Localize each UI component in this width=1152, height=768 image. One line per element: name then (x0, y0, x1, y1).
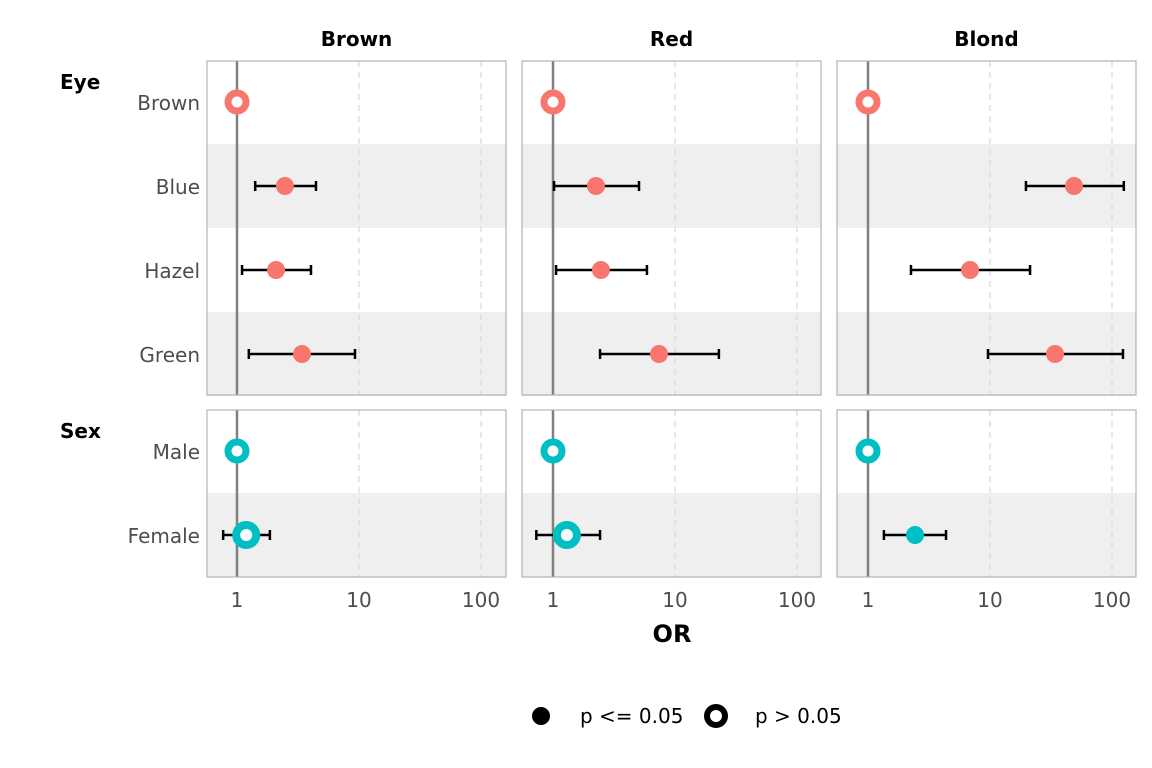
strip-label-blond: Blond (954, 27, 1018, 51)
x-axis-title: OR (653, 620, 692, 648)
x-tick-label: 100 (1093, 588, 1131, 612)
x-tick-label: 10 (346, 588, 371, 612)
panel-border (836, 409, 1137, 578)
x-tick-label: 10 (977, 588, 1002, 612)
group-label-sex: Sex (60, 419, 101, 443)
point-filled (586, 177, 605, 195)
strip-label-brown: Brown (321, 27, 393, 51)
point-filled (906, 526, 925, 544)
row-label-green: Green (139, 343, 200, 367)
point-hollow (855, 438, 881, 464)
panel-border (206, 409, 507, 578)
legend-key-filled (532, 707, 550, 725)
panel-border (206, 60, 507, 396)
row-label-brown: Brown (137, 91, 200, 115)
point-filled (649, 345, 668, 363)
row-label-blue: Blue (156, 175, 200, 199)
legend-label-not-significant: p > 0.05 (755, 704, 842, 728)
point-hollow (232, 521, 261, 549)
row-label-male: Male (153, 440, 200, 464)
point-hollow (855, 89, 881, 115)
legend-key-hollow (704, 704, 728, 728)
point-hollow (224, 438, 250, 464)
panel-border (521, 60, 822, 396)
x-tick-label: 10 (662, 588, 687, 612)
point-filled (292, 345, 311, 363)
x-tick-label: 1 (547, 588, 560, 612)
strip-label-red: Red (650, 27, 693, 51)
point-filled (267, 261, 286, 279)
row-band (837, 493, 1136, 577)
panel-border (836, 60, 1137, 396)
row-label-female: Female (128, 524, 200, 548)
row-band (207, 144, 506, 228)
point-filled (961, 261, 980, 279)
point-filled (591, 261, 610, 279)
x-tick-label: 1 (862, 588, 875, 612)
point-filled (275, 177, 294, 195)
x-tick-label: 100 (778, 588, 816, 612)
point-hollow (552, 521, 581, 549)
row-label-hazel: Hazel (144, 259, 200, 283)
point-filled (1045, 345, 1064, 363)
group-label-eye: Eye (60, 70, 100, 94)
point-hollow (540, 438, 566, 464)
x-tick-label: 100 (462, 588, 500, 612)
legend-label-significant: p <= 0.05 (580, 704, 683, 728)
panel-border (521, 409, 822, 578)
x-tick-label: 1 (231, 588, 244, 612)
point-hollow (224, 89, 250, 115)
point-hollow (540, 89, 566, 115)
point-filled (1064, 177, 1083, 195)
